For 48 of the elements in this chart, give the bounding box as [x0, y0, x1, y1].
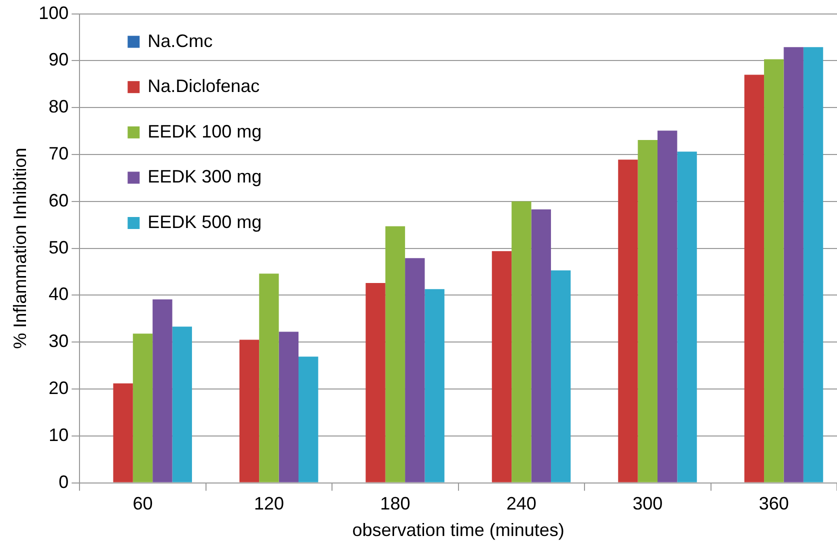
legend-label: EEDK 300 mg [148, 166, 262, 187]
x-tick-label: 60 [132, 494, 153, 514]
bar [744, 74, 764, 482]
bar [298, 356, 318, 482]
y-tick-label: 80 [48, 96, 69, 117]
bar [259, 274, 279, 482]
legend-label: EEDK 100 mg [148, 121, 262, 142]
bar [239, 340, 260, 482]
y-tick-label: 20 [48, 378, 69, 398]
bar [764, 59, 784, 482]
legend-label: Na.Diclofenac [148, 76, 260, 96]
y-tick-label: 50 [48, 237, 69, 258]
x-tick-label: 120 [254, 494, 284, 514]
bar [677, 152, 697, 482]
y-axis-title: % Inflammation Inhibition [10, 148, 30, 349]
bar [424, 289, 444, 482]
bar [366, 283, 386, 482]
y-tick-label: 60 [48, 190, 69, 210]
x-tick-label: 300 [632, 494, 663, 514]
bar [132, 334, 153, 482]
bar [152, 299, 172, 482]
legend-label: Na.Cmc [148, 30, 213, 51]
bar [512, 201, 532, 482]
y-tick-label: 70 [48, 143, 69, 164]
bar [618, 160, 638, 482]
bar [278, 332, 299, 482]
bar [638, 140, 658, 482]
y-tick-label: 10 [48, 424, 69, 445]
bar [405, 258, 425, 482]
y-tick-label: 0 [58, 472, 69, 492]
x-tick-label: 360 [758, 494, 789, 514]
bar [784, 47, 804, 482]
x-tick-label: 240 [506, 494, 536, 514]
bar [550, 270, 571, 482]
bar [658, 130, 678, 482]
bar [803, 47, 824, 482]
x-tick-label: 180 [380, 494, 410, 514]
y-tick-label: 40 [48, 284, 69, 304]
y-tick-label: 90 [48, 50, 69, 70]
x-axis-title: observation time (minutes) [352, 520, 564, 540]
y-tick-label: 30 [48, 331, 69, 352]
bar [492, 251, 512, 482]
legend-label: EEDK 500 mg [148, 212, 262, 232]
bar [172, 326, 192, 482]
bar [531, 209, 551, 482]
bar [385, 226, 406, 482]
bar [113, 383, 133, 482]
y-tick-label: 100 [38, 2, 69, 23]
